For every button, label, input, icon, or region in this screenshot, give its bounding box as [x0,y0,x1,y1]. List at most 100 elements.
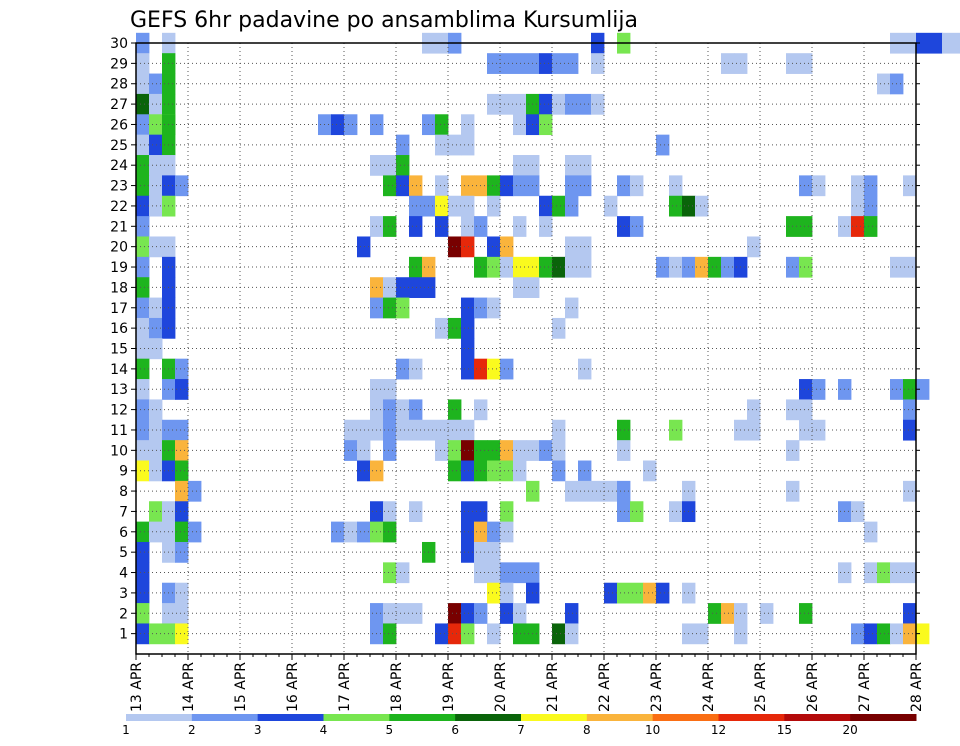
heatmap-cell [175,358,189,380]
y-tick-label: 16 [110,321,128,337]
heatmap-cell [721,256,735,278]
legend-color-swatch [323,714,390,721]
heatmap-cell [682,623,709,645]
heatmap-cell [500,603,514,624]
heatmap-cell [864,216,878,237]
heatmap-cell [513,440,527,461]
heatmap-cell [903,623,917,645]
heatmap-cell [448,460,462,482]
heatmap-cell [552,256,566,278]
heatmap-cell [552,53,579,74]
heatmap-cell [136,134,150,156]
heatmap-cell [175,582,189,604]
heatmap-cell [136,53,150,74]
heatmap-cell [136,277,150,298]
heatmap-cell [409,195,436,217]
heatmap-cell [461,297,475,319]
heatmap-cell [383,277,397,298]
heatmap-cell [175,541,189,563]
legend-color-swatch [389,714,456,721]
heatmap-cell [448,195,475,217]
y-tick-label: 24 [110,158,128,174]
heatmap-cell [435,195,449,217]
heatmap-cell [136,460,150,482]
heatmap-cell [890,256,917,278]
heatmap-cell [344,440,358,461]
heatmap-cell [721,53,735,74]
heatmap-cell [786,399,813,421]
heatmap-cell [851,216,865,237]
heatmap-cell [149,623,176,645]
heatmap-cell [383,603,423,624]
heatmap-cell [539,114,553,136]
heatmap-cell [903,175,917,197]
x-tick-label: 14 APR [181,662,197,712]
legend-color-swatch [521,714,588,721]
y-tick-label: 3 [119,586,128,602]
heatmap-cell [786,53,813,74]
heatmap-cell [539,256,553,278]
heatmap-cell [409,256,423,278]
heatmap-cell [565,603,579,624]
heatmap-cell [331,114,345,136]
heatmap-cell [370,379,397,400]
heatmap-cell [903,379,917,400]
heatmap-cell [357,460,371,482]
heatmap-cell [500,521,514,543]
heatmap-cell [513,175,540,197]
heatmap-cell [461,338,475,360]
heatmap-cell [656,582,670,604]
heatmap-cell [149,155,176,176]
heatmap-cell [149,175,163,197]
heatmap-cell [669,256,683,278]
heatmap-cell [461,460,475,482]
heatmap-cell [149,195,163,217]
heatmap-cell [344,419,384,441]
heatmap-cell [175,379,189,400]
x-tick-label: 15 APR [233,662,249,712]
heatmap-cell [539,93,553,115]
heatmap-cell [500,93,527,115]
legend-label: 10 [645,723,660,737]
heatmap-cell [461,521,475,543]
heatmap-cell [864,623,878,645]
heatmap-cell [136,175,150,197]
heatmap-cell [942,32,960,54]
heatmap-cell [383,521,397,543]
heatmap-cell [396,358,410,380]
heatmap-cell [383,297,397,319]
legend-color-swatch [784,714,851,721]
heatmap-cell [539,195,553,217]
x-tick-label: 28 APR [909,662,925,712]
heatmap-cell [747,236,761,258]
y-tick-label: 23 [110,179,128,195]
legend-color-swatch [718,714,785,721]
heatmap-cell [487,53,540,74]
heatmap-cell [877,73,891,95]
x-tick-label: 18 APR [389,662,405,712]
x-tick-label: 26 APR [805,662,821,712]
heatmap-cell [513,603,527,624]
heatmap-cell [864,195,878,217]
legend-color-swatch [257,714,324,721]
heatmap-cell [383,501,397,523]
heatmap-cell [552,195,566,217]
heatmap-cell [500,582,514,604]
legend-label: 5 [386,723,394,737]
heatmap-cell [357,236,371,258]
heatmap-cell [136,256,150,278]
y-tick-label: 18 [110,280,128,296]
heatmap-cell [617,175,631,197]
heatmap-cell [461,317,475,339]
heatmap-cell [188,521,202,543]
heatmap-cell [149,419,163,441]
heatmap-cell [500,175,514,197]
heatmap-cell [136,623,150,645]
heatmap-cell [903,399,917,421]
heatmap-cell [175,480,189,502]
heatmap-cell [565,480,618,502]
heatmap-cell [760,603,774,624]
heatmap-cell [136,562,150,584]
heatmap-cell [539,440,553,461]
